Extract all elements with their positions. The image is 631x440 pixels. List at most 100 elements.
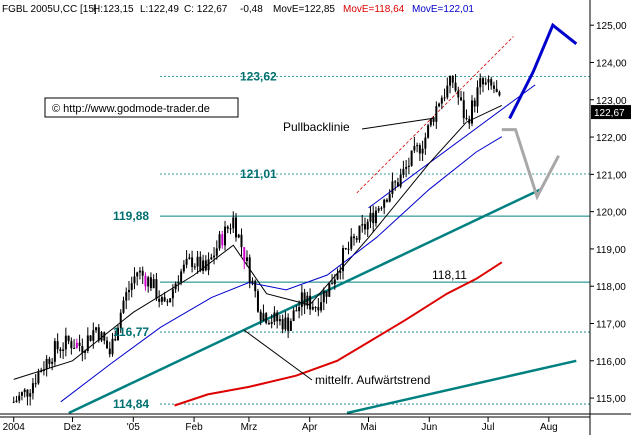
price-bar-body: [108, 348, 111, 355]
price-bar-body: [451, 76, 454, 83]
x-tick-label: Dez: [64, 422, 82, 433]
price-bar-body: [171, 289, 174, 299]
price-bar-body: [481, 78, 484, 85]
price-bar-body: [320, 302, 323, 311]
price-bar-body: [133, 276, 136, 284]
price-bar-body: [454, 82, 457, 91]
price-bar-body: [388, 193, 391, 202]
x-tick-label: Mai: [360, 422, 376, 433]
price-bar-body: [287, 317, 290, 331]
price-bar-body: [199, 256, 202, 271]
price-bar-body: [322, 291, 325, 303]
y-tick-label: 124,00: [596, 58, 627, 69]
price-bar-body: [358, 225, 361, 240]
price-bar-body: [479, 78, 482, 88]
price-bar-body: [468, 118, 471, 124]
copyright-text: © http://www.godmode-trader.de: [52, 103, 210, 115]
price-bar-body: [440, 97, 443, 104]
price-bar-body: [465, 118, 468, 120]
price-bar-body: [31, 383, 34, 394]
x-tick-label: '05: [127, 422, 140, 433]
price-bar-body: [56, 341, 59, 350]
price-bar-body: [59, 349, 62, 352]
price-bar-body: [484, 82, 487, 85]
header-symbol: FGBL 2005U,CC [15]: [2, 4, 97, 15]
price-bar-body: [191, 257, 194, 267]
price-bar-body: [160, 297, 163, 302]
header-low: L:122,49: [140, 4, 179, 15]
price-bar-body: [226, 226, 229, 229]
price-bar-body: [86, 335, 89, 352]
price-bar-body: [402, 168, 405, 175]
price-bar-body: [144, 275, 147, 287]
price-bar-body: [237, 234, 240, 238]
x-tick-label: 2004: [3, 422, 26, 433]
price-bar-body: [276, 312, 279, 322]
price-bar-body: [127, 289, 130, 293]
price-bar-body: [89, 335, 92, 341]
price-bar-body: [473, 100, 476, 107]
price-bar-body: [185, 258, 188, 265]
x-tick-label: Apr: [302, 422, 318, 433]
price-bar-body: [498, 92, 501, 96]
price-bar-body: [278, 319, 281, 322]
price-bar-body: [62, 349, 65, 352]
price-bar-body: [353, 236, 355, 239]
price-bar-body: [462, 100, 465, 119]
price-bar-body: [23, 389, 26, 393]
price-bar-body: [29, 393, 32, 397]
y-tick-label: 115,00: [596, 394, 626, 405]
annotation-pointer: [243, 329, 313, 381]
price-bar-body: [251, 280, 254, 283]
moving-average-line: [60, 136, 503, 403]
price-bar-body: [366, 221, 369, 230]
price-bar-body: [446, 85, 449, 98]
price-bar-body: [449, 76, 452, 86]
price-bar-body: [429, 118, 432, 126]
price-bar-body: [284, 317, 287, 330]
price-bar-body: [78, 342, 81, 346]
price-bar-body: [34, 383, 37, 385]
price-bar-body: [300, 292, 303, 307]
forecast-up-path: [508, 22, 578, 120]
price-bar-body: [177, 281, 180, 284]
price-bar-body: [37, 371, 40, 384]
price-bar-body: [53, 341, 56, 362]
price-bar-body: [51, 361, 54, 364]
price-bar-body: [432, 118, 435, 122]
x-tick-label: Mrz: [241, 422, 258, 433]
price-bar-body: [265, 313, 268, 324]
price-bar-body: [100, 332, 103, 341]
price-bar-body: [202, 260, 205, 271]
level-label: 114,84: [113, 397, 149, 411]
price-bar-body: [207, 259, 210, 271]
price-bar-body: [196, 256, 199, 267]
price-bar-body: [377, 208, 380, 211]
price-bar-body: [221, 234, 224, 246]
header-change: -0,48: [240, 4, 263, 15]
price-bar-body: [218, 234, 221, 249]
level-label: 121,01: [240, 167, 277, 181]
price-bar-body: [40, 371, 43, 373]
price-bar-body: [369, 212, 372, 222]
price-bar-body: [42, 369, 45, 372]
price-bar-body: [396, 182, 399, 187]
price-bar-body: [235, 217, 237, 238]
price-bar-body: [12, 401, 15, 403]
price-bar-body: [149, 277, 152, 289]
price-bar-body: [314, 307, 317, 309]
price-bar-body: [457, 90, 460, 98]
header-high: H:123,15: [93, 4, 134, 15]
y-tick-label: 122,00: [596, 133, 627, 144]
price-bar-body: [106, 340, 109, 349]
price-bar-body: [410, 150, 413, 166]
price-bar-body: [435, 106, 438, 122]
level-label: 116,77: [113, 325, 149, 339]
price-bar-body: [487, 79, 490, 83]
price-bar-body: [418, 145, 421, 154]
annotation-aufwaertstrend: mittelfr. Aufwärtstrend: [315, 373, 430, 387]
price-bar-body: [407, 165, 410, 167]
price-bar-body: [248, 257, 251, 283]
price-bar-body: [427, 125, 430, 138]
